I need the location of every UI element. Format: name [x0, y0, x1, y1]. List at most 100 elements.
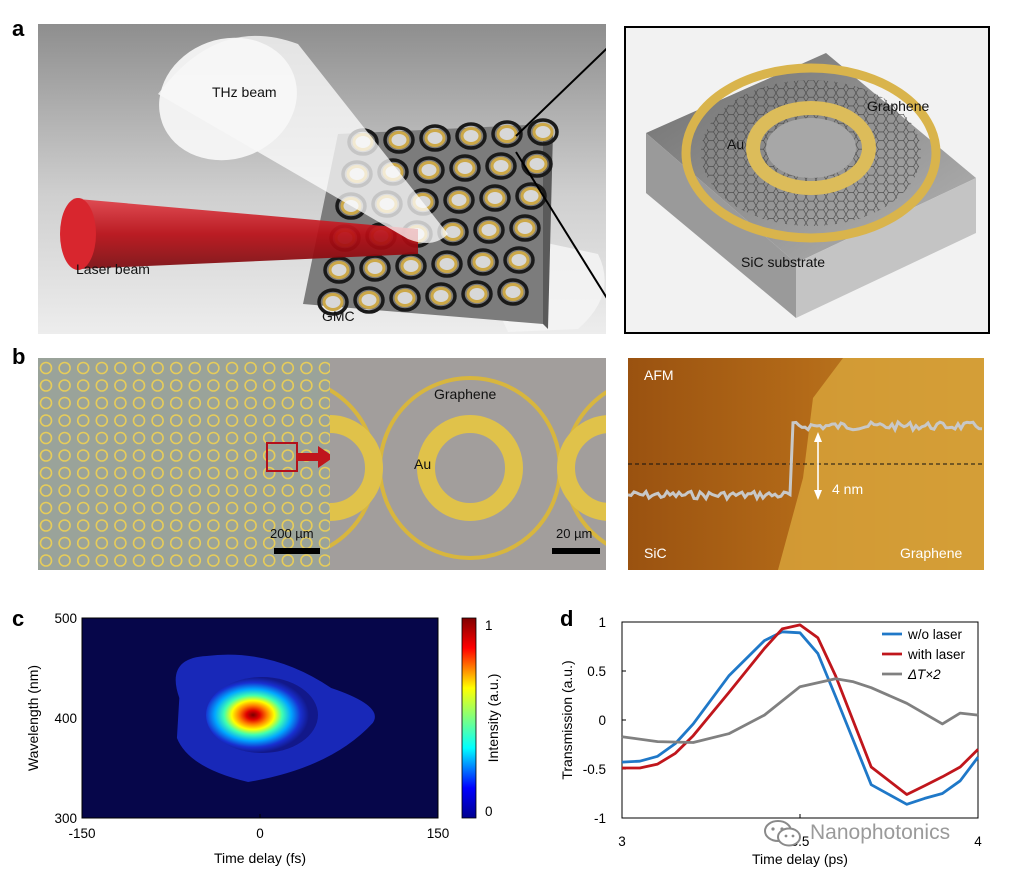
gmc-ring-inner: [388, 131, 410, 149]
gmc-ring-inner: [400, 257, 422, 275]
y-axis-label: Wavelength (nm): [25, 665, 41, 771]
gmc-ring-outer: [515, 182, 547, 210]
array-ring: [114, 431, 127, 445]
array-ring: [132, 466, 146, 480]
array-ring: [58, 519, 71, 532]
array-ring: [318, 361, 330, 375]
array-ring: [114, 519, 127, 532]
heatmap-peak: [206, 677, 318, 753]
y-tick-label: 0.5: [587, 664, 606, 679]
gmc-ring-inner: [532, 123, 554, 141]
heatmap-chart: -150 0 150 500 400 300 Time delay (fs) Waveleng…: [25, 611, 501, 866]
gmc-ring-outer: [473, 216, 505, 244]
array-ring: [207, 396, 220, 410]
array-ring: [95, 431, 109, 445]
array-ring: [207, 519, 220, 532]
unit-cell-inset: [624, 26, 990, 334]
array-ring: [318, 536, 330, 550]
array-ring: [76, 519, 90, 532]
colorbar-tick-label: 0: [485, 804, 493, 819]
array-ring: [95, 484, 109, 497]
array-ring: [39, 431, 53, 445]
array-ring: [318, 396, 330, 410]
array-ring: [76, 414, 90, 427]
array-ring: [225, 554, 239, 567]
array-ring: [95, 519, 109, 532]
array-ring: [188, 501, 202, 515]
array-ring: [188, 361, 202, 375]
array-ring: [151, 501, 164, 515]
array-ring: [281, 414, 295, 427]
array-ring: [39, 449, 53, 462]
array-ring: [281, 466, 295, 480]
gmc-ring-inner: [328, 261, 350, 279]
array-ring: [262, 414, 276, 427]
gmc-ring-outer: [449, 154, 481, 182]
array-ring: [58, 536, 71, 550]
array-ring: [169, 466, 183, 480]
gmc-ring-inner: [526, 155, 548, 173]
array-ring: [132, 449, 146, 462]
array-ring: [188, 396, 202, 410]
optical-micrograph-array: [38, 358, 330, 570]
zoom-label-au: Au: [414, 456, 432, 472]
label-laser-beam: Laser beam: [76, 261, 150, 277]
array-ring: [262, 536, 276, 550]
array-ring: [58, 466, 71, 480]
gmc-ring-outer: [461, 280, 493, 308]
array-ring: [188, 484, 202, 497]
gmc-ring-inner: [508, 251, 530, 269]
array-ring: [262, 554, 276, 567]
array-ring: [39, 396, 53, 410]
array-ring: [281, 361, 295, 375]
x-axis-label: Time delay (ps): [752, 851, 848, 867]
panel-letter-d: d: [560, 606, 574, 631]
colorbar-label: Intensity (a.u.): [485, 674, 501, 763]
colorbar: [461, 617, 477, 819]
array-ring: [132, 554, 146, 567]
outer-gold-ring: [681, 63, 941, 243]
array-ring: [58, 396, 71, 410]
array-ring: [58, 501, 71, 515]
array-ring: [39, 466, 53, 480]
gmc-ring-inner: [364, 259, 386, 277]
array-ring: [39, 414, 53, 427]
array-ring: [281, 449, 295, 462]
array-ring: [225, 484, 239, 497]
y-tick-label: -0.5: [583, 762, 606, 777]
array-ring: [114, 554, 127, 567]
array-ring: [132, 379, 146, 392]
array-ring: [114, 361, 127, 375]
gmc-ring-outer: [503, 246, 535, 274]
panel-letter-c: c: [12, 606, 25, 631]
array-ring: [244, 501, 257, 515]
sic-side-right: [796, 178, 976, 318]
array-ring: [225, 536, 239, 550]
array-ring: [262, 379, 276, 392]
array-ring: [169, 414, 183, 427]
legend-entry: w/o laser: [907, 627, 963, 642]
label-gmc: GMC: [322, 308, 355, 324]
afm-title: AFM: [644, 367, 674, 383]
array-ring: [244, 414, 257, 427]
array-ring: [244, 431, 257, 445]
sic-side-left: [646, 133, 796, 318]
array-ring: [225, 414, 239, 427]
array-ring: [132, 414, 146, 427]
gmc-ring-outer: [467, 248, 499, 276]
array-ring: [76, 431, 90, 445]
array-ring: [281, 379, 295, 392]
gmc-ring-inner: [460, 127, 482, 145]
scalebar-200um-label: 200 µm: [270, 526, 314, 541]
array-ring: [300, 519, 313, 532]
panel-letter-b: b: [12, 344, 26, 369]
array-ring: [76, 554, 90, 567]
y-tick-label: 500: [54, 611, 77, 626]
gmc-ring-outer: [419, 124, 451, 152]
gmc-ring-inner: [394, 289, 416, 307]
gmc-ring-inner: [448, 191, 470, 209]
array-ring: [188, 414, 202, 427]
gmc-ring-outer: [443, 186, 475, 214]
array-ring: [300, 396, 313, 410]
array-ring: [225, 519, 239, 532]
